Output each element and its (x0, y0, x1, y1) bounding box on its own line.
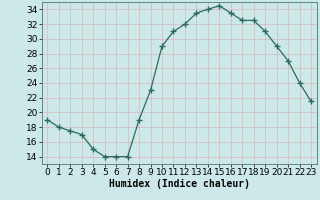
X-axis label: Humidex (Indice chaleur): Humidex (Indice chaleur) (109, 179, 250, 189)
